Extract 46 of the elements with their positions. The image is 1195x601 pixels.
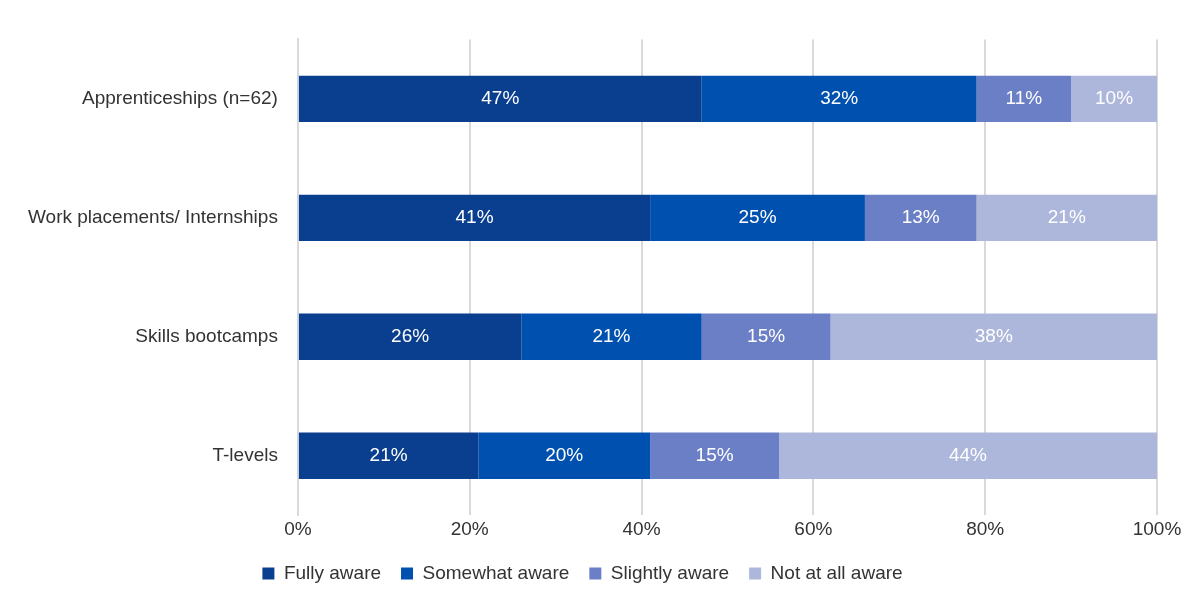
data-label: 21%: [369, 443, 408, 465]
bar: [1071, 75, 1157, 123]
data-label: 13%: [901, 206, 940, 228]
bar: [830, 313, 1157, 360]
data-label: 26%: [391, 325, 430, 347]
x-tick-label: 100%: [1132, 517, 1182, 539]
data-label: 38%: [974, 325, 1013, 347]
bar: [298, 194, 651, 242]
x-tick-label: 40%: [622, 517, 661, 539]
legend-label: Not at all aware: [770, 561, 903, 583]
x-tick-label: 0%: [284, 517, 312, 539]
data-label: 20%: [545, 443, 584, 465]
y-tick-label: Skills bootcamps: [135, 325, 278, 347]
data-label: 44%: [948, 443, 988, 465]
data-label: 15%: [695, 443, 734, 465]
data-label: 11%: [1005, 87, 1043, 109]
data-label: 41%: [455, 206, 494, 228]
bar: [701, 313, 831, 360]
bar: [650, 432, 780, 479]
data-label: 25%: [738, 206, 777, 228]
data-label: 15%: [747, 325, 786, 347]
x-tick-label: 20%: [450, 517, 489, 539]
bar: [864, 194, 977, 242]
y-tick-label: Work placements/ Internships: [27, 206, 278, 228]
bar: [701, 75, 977, 123]
bar: [976, 75, 1072, 123]
bar: [779, 432, 1157, 479]
x-tick-label: 60%: [794, 517, 833, 539]
data-label: 10%: [1095, 87, 1134, 109]
data-label: 32%: [820, 87, 859, 109]
data-label: 47%: [481, 87, 520, 109]
data-label: 21%: [592, 325, 631, 347]
bar: [650, 194, 865, 242]
bar: [298, 313, 522, 360]
y-tick-label: T-levels: [212, 443, 278, 465]
legend-label: Somewhat aware: [422, 561, 570, 583]
bar: [298, 75, 702, 123]
bar: [976, 194, 1157, 242]
legend-label: Fully aware: [283, 561, 382, 583]
y-tick-label: Apprenticeships (n=62): [82, 87, 278, 109]
legend-label: Slightly aware: [610, 561, 730, 583]
bar: [521, 313, 702, 360]
x-tick-label: 80%: [966, 517, 1005, 539]
bar: [478, 432, 651, 479]
data-label: 21%: [1047, 206, 1086, 228]
bar: [298, 432, 479, 479]
